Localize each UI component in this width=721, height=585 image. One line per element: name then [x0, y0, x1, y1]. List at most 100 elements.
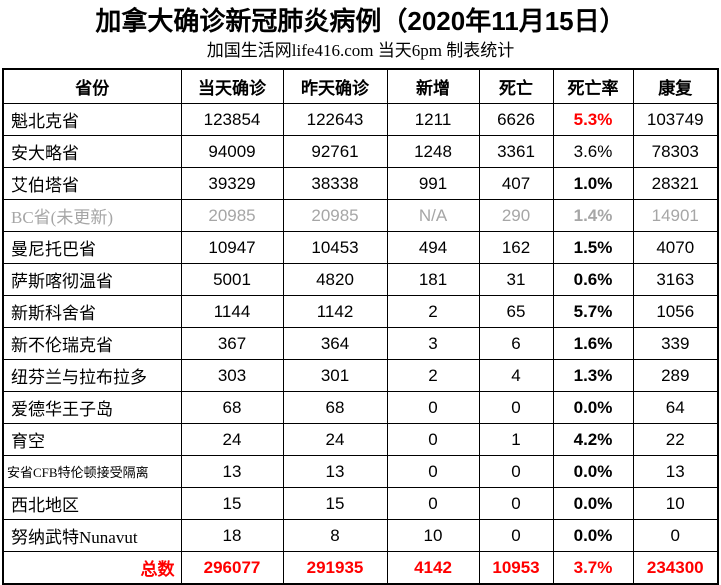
death-rate-cell: 1.3% — [552, 359, 634, 392]
today-cell: 5001 — [180, 263, 284, 296]
page-subtitle: 加国生活网life416.com 当天6pm 制表统计 — [206, 41, 515, 60]
province-cell: 安大略省 — [2, 135, 182, 168]
death-rate-cell: 0.0% — [552, 455, 634, 488]
province-cell: 新斯科舍省 — [2, 295, 182, 328]
table-row: 努纳武特Nunavut 18 8 10 0 0.0% 0 — [2, 519, 719, 552]
recovered-cell: 1056 — [632, 295, 719, 328]
deaths-cell: 1 — [478, 423, 554, 456]
deaths-cell: 290 — [478, 199, 554, 232]
deaths-cell: 31 — [478, 263, 554, 296]
recovered-cell: 10 — [632, 487, 719, 520]
recovered-cell: 289 — [632, 359, 719, 392]
today-cell: 10947 — [180, 231, 284, 264]
yesterday-cell: 1142 — [282, 295, 388, 328]
recovered-cell: 4070 — [632, 231, 719, 264]
yesterday-cell: 92761 — [282, 135, 388, 168]
today-cell: 367 — [180, 327, 284, 360]
new-cell: 0 — [386, 423, 480, 456]
yesterday-cell: 68 — [282, 391, 388, 424]
column-header-recovered: 康复 — [632, 68, 719, 104]
yesterday-cell: 301 — [282, 359, 388, 392]
death-rate-cell: 1.4% — [552, 199, 634, 232]
death-rate-cell: 1.5% — [552, 231, 634, 264]
recovered-cell: 22 — [632, 423, 719, 456]
covid-stats-table: 省份 当天确诊 昨天确诊 新增 死亡 死亡率 康复 魁北克省 123854 12… — [2, 68, 719, 585]
death-rate-cell: 5.3% — [552, 103, 634, 136]
table-row-not-updated: BC省(未更新) 20985 20985 N/A 290 1.4% 14901 — [2, 199, 719, 232]
province-cell: 纽芬兰与拉布拉多 — [2, 359, 182, 392]
today-cell: 123854 — [180, 103, 284, 136]
recovered-cell: 103749 — [632, 103, 719, 136]
total-row: 总数 296077 291935 4142 10953 3.7% 234300 — [2, 551, 719, 585]
column-header-death-rate: 死亡率 — [552, 68, 634, 104]
province-cell: 曼尼托巴省 — [2, 231, 182, 264]
table-row: 西北地区 15 15 0 0 0.0% 10 — [2, 487, 719, 520]
table-row: 爱德华王子岛 68 68 0 0 0.0% 64 — [2, 391, 719, 424]
total-deaths-cell: 10953 — [478, 551, 554, 585]
deaths-cell: 0 — [478, 391, 554, 424]
province-cell: 艾伯塔省 — [2, 167, 182, 200]
today-cell: 1144 — [180, 295, 284, 328]
death-rate-cell: 4.2% — [552, 423, 634, 456]
yesterday-cell: 20985 — [282, 199, 388, 232]
new-cell: 1211 — [386, 103, 480, 136]
column-header-yesterday: 昨天确诊 — [282, 68, 388, 104]
death-rate-cell: 5.7% — [552, 295, 634, 328]
today-cell: 13 — [180, 455, 284, 488]
recovered-cell: 3163 — [632, 263, 719, 296]
column-header-province: 省份 — [2, 68, 182, 104]
total-label: 总数 — [2, 551, 182, 585]
table-row: 萨斯喀彻温省 5001 4820 181 31 0.6% 3163 — [2, 263, 719, 296]
today-cell: 68 — [180, 391, 284, 424]
table-row: 安省CFB特伦顿接受隔离 13 13 0 0 0.0% 13 — [2, 455, 719, 488]
yesterday-cell: 13 — [282, 455, 388, 488]
recovered-cell: 13 — [632, 455, 719, 488]
total-recovered-cell: 234300 — [632, 551, 719, 585]
province-cell: BC省(未更新) — [2, 199, 182, 232]
today-cell: 303 — [180, 359, 284, 392]
new-cell: 0 — [386, 455, 480, 488]
new-cell: 3 — [386, 327, 480, 360]
recovered-cell: 339 — [632, 327, 719, 360]
today-cell: 15 — [180, 487, 284, 520]
table-row: 纽芬兰与拉布拉多 303 301 2 4 1.3% 289 — [2, 359, 719, 392]
province-cell: 新不伦瑞克省 — [2, 327, 182, 360]
yesterday-cell: 122643 — [282, 103, 388, 136]
column-header-deaths: 死亡 — [478, 68, 554, 104]
new-cell: 10 — [386, 519, 480, 552]
death-rate-cell: 0.0% — [552, 391, 634, 424]
table-row: 新不伦瑞克省 367 364 3 6 1.6% 339 — [2, 327, 719, 360]
today-cell: 18 — [180, 519, 284, 552]
today-cell: 24 — [180, 423, 284, 456]
yesterday-cell: 38338 — [282, 167, 388, 200]
death-rate-cell: 0.6% — [552, 263, 634, 296]
total-yesterday-cell: 291935 — [282, 551, 388, 585]
today-cell: 39329 — [180, 167, 284, 200]
recovered-cell: 14901 — [632, 199, 719, 232]
yesterday-cell: 364 — [282, 327, 388, 360]
province-cell: 努纳武特Nunavut — [2, 519, 182, 552]
today-cell: 20985 — [180, 199, 284, 232]
new-cell: 494 — [386, 231, 480, 264]
province-cell: 萨斯喀彻温省 — [2, 263, 182, 296]
yesterday-cell: 24 — [282, 423, 388, 456]
total-today-cell: 296077 — [180, 551, 284, 585]
table-row: 艾伯塔省 39329 38338 991 407 1.0% 28321 — [2, 167, 719, 200]
death-rate-cell: 1.6% — [552, 327, 634, 360]
deaths-cell: 4 — [478, 359, 554, 392]
yesterday-cell: 10453 — [282, 231, 388, 264]
province-cell: 安省CFB特伦顿接受隔离 — [2, 455, 182, 488]
today-cell: 94009 — [180, 135, 284, 168]
province-cell: 育空 — [2, 423, 182, 456]
total-death-rate-cell: 3.7% — [552, 551, 634, 585]
deaths-cell: 162 — [478, 231, 554, 264]
page-title: 加拿大确诊新冠肺炎病例（2020年11月15日） — [95, 6, 626, 36]
death-rate-cell: 0.0% — [552, 519, 634, 552]
new-cell: 181 — [386, 263, 480, 296]
deaths-cell: 0 — [478, 487, 554, 520]
deaths-cell: 0 — [478, 519, 554, 552]
new-cell: 2 — [386, 295, 480, 328]
deaths-cell: 6 — [478, 327, 554, 360]
deaths-cell: 407 — [478, 167, 554, 200]
